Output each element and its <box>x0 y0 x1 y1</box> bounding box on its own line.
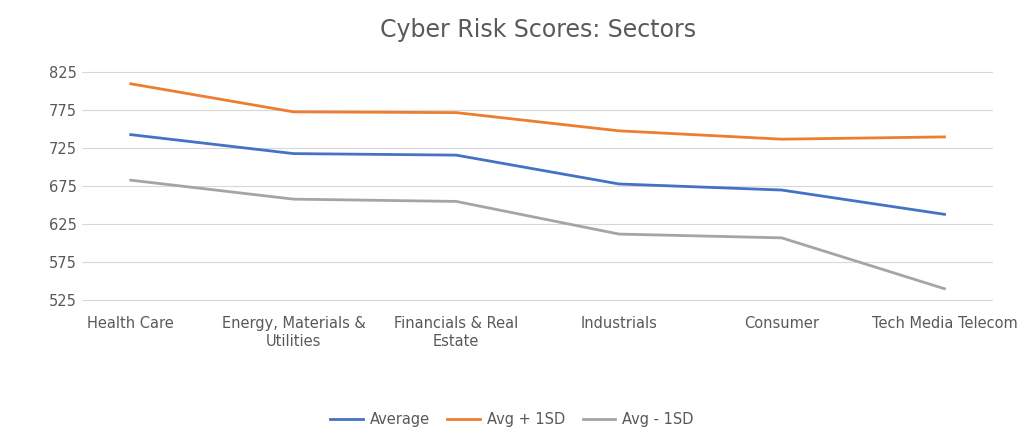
Line: Average: Average <box>131 135 944 214</box>
Average <box>125 132 137 138</box>
Average <box>288 151 300 156</box>
Avg - 1SD <box>451 199 463 204</box>
Avg + 1SD <box>775 137 787 142</box>
Avg - 1SD <box>288 197 300 202</box>
Avg + 1SD <box>938 134 950 140</box>
Avg + 1SD <box>288 109 300 114</box>
Line: Avg - 1SD: Avg - 1SD <box>131 180 944 289</box>
Title: Cyber Risk Scores: Sectors: Cyber Risk Scores: Sectors <box>380 18 695 42</box>
Avg + 1SD <box>612 128 625 134</box>
Legend: Average, Avg + 1SD, Avg - 1SD: Average, Avg + 1SD, Avg - 1SD <box>325 407 699 433</box>
Avg - 1SD <box>938 286 950 291</box>
Average <box>451 153 463 158</box>
Avg + 1SD <box>125 81 137 86</box>
Avg - 1SD <box>775 235 787 241</box>
Avg + 1SD <box>451 110 463 115</box>
Average <box>775 187 787 193</box>
Avg - 1SD <box>125 178 137 183</box>
Avg - 1SD <box>612 231 625 237</box>
Average <box>938 212 950 217</box>
Line: Avg + 1SD: Avg + 1SD <box>131 84 944 139</box>
Average <box>612 181 625 186</box>
